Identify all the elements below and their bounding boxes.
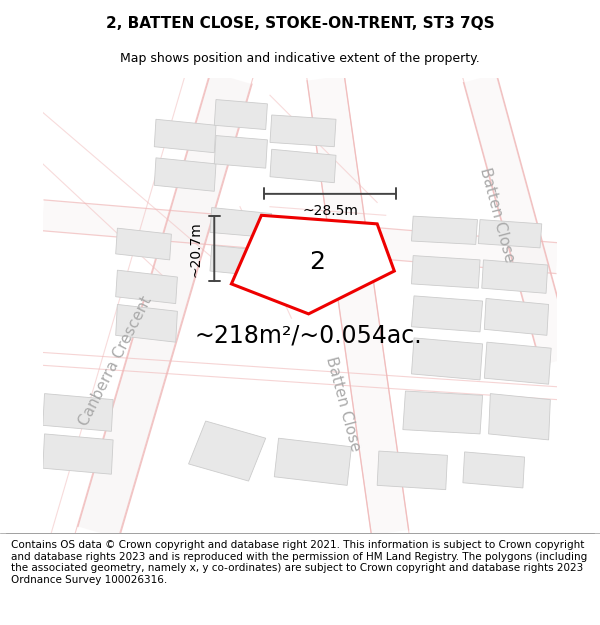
- Text: 2, BATTEN CLOSE, STOKE-ON-TRENT, ST3 7QS: 2, BATTEN CLOSE, STOKE-ON-TRENT, ST3 7QS: [106, 16, 494, 31]
- Polygon shape: [188, 421, 266, 481]
- Polygon shape: [43, 434, 113, 474]
- Text: ~28.5m: ~28.5m: [302, 204, 358, 218]
- Polygon shape: [41, 200, 559, 274]
- Polygon shape: [412, 256, 480, 288]
- Text: ~20.7m: ~20.7m: [188, 221, 202, 277]
- Text: ~218m²/~0.054ac.: ~218m²/~0.054ac.: [195, 323, 422, 348]
- Text: Batten Close: Batten Close: [478, 166, 517, 264]
- Text: Map shows position and indicative extent of the property.: Map shows position and indicative extent…: [120, 52, 480, 65]
- Polygon shape: [463, 74, 574, 366]
- Polygon shape: [210, 245, 272, 277]
- Polygon shape: [214, 136, 268, 168]
- Polygon shape: [482, 260, 548, 293]
- Polygon shape: [412, 296, 482, 332]
- Text: Contains OS data © Crown copyright and database right 2021. This information is : Contains OS data © Crown copyright and d…: [11, 540, 587, 585]
- Polygon shape: [463, 452, 524, 488]
- Polygon shape: [412, 216, 478, 244]
- Text: 2: 2: [309, 251, 325, 274]
- Polygon shape: [412, 338, 482, 380]
- Polygon shape: [214, 99, 268, 129]
- Polygon shape: [43, 394, 113, 431]
- Polygon shape: [403, 391, 482, 434]
- Polygon shape: [232, 215, 394, 314]
- Polygon shape: [78, 72, 252, 539]
- Polygon shape: [484, 299, 548, 336]
- Polygon shape: [478, 219, 542, 248]
- Polygon shape: [484, 342, 551, 384]
- Polygon shape: [116, 228, 172, 260]
- Text: Batten Close: Batten Close: [323, 355, 363, 453]
- Polygon shape: [270, 115, 336, 147]
- Polygon shape: [210, 208, 272, 238]
- Polygon shape: [116, 270, 178, 304]
- Polygon shape: [488, 394, 550, 440]
- Polygon shape: [377, 451, 448, 489]
- Polygon shape: [154, 119, 216, 152]
- Polygon shape: [307, 76, 409, 535]
- Polygon shape: [274, 438, 352, 486]
- Polygon shape: [270, 149, 336, 182]
- Text: Canberra Crescent: Canberra Crescent: [76, 294, 155, 428]
- Polygon shape: [116, 304, 178, 342]
- Polygon shape: [154, 158, 216, 191]
